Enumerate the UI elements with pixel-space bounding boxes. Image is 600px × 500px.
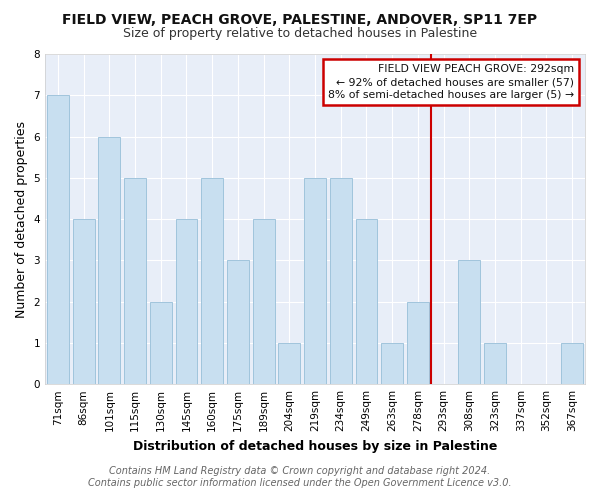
- Bar: [253, 219, 275, 384]
- Text: Contains HM Land Registry data © Crown copyright and database right 2024.
Contai: Contains HM Land Registry data © Crown c…: [88, 466, 512, 487]
- Bar: [330, 178, 352, 384]
- Bar: [150, 302, 172, 384]
- Bar: [47, 96, 69, 384]
- Bar: [304, 178, 326, 384]
- Bar: [458, 260, 480, 384]
- Bar: [561, 343, 583, 384]
- Bar: [278, 343, 300, 384]
- Bar: [407, 302, 429, 384]
- Bar: [176, 219, 197, 384]
- Bar: [98, 136, 120, 384]
- Bar: [227, 260, 249, 384]
- Y-axis label: Number of detached properties: Number of detached properties: [15, 120, 28, 318]
- Bar: [381, 343, 403, 384]
- Text: FIELD VIEW PEACH GROVE: 292sqm
← 92% of detached houses are smaller (57)
8% of s: FIELD VIEW PEACH GROVE: 292sqm ← 92% of …: [328, 64, 574, 100]
- Text: FIELD VIEW, PEACH GROVE, PALESTINE, ANDOVER, SP11 7EP: FIELD VIEW, PEACH GROVE, PALESTINE, ANDO…: [62, 12, 538, 26]
- Text: Size of property relative to detached houses in Palestine: Size of property relative to detached ho…: [123, 28, 477, 40]
- Bar: [201, 178, 223, 384]
- X-axis label: Distribution of detached houses by size in Palestine: Distribution of detached houses by size …: [133, 440, 497, 452]
- Bar: [73, 219, 95, 384]
- Bar: [484, 343, 506, 384]
- Bar: [124, 178, 146, 384]
- Bar: [356, 219, 377, 384]
